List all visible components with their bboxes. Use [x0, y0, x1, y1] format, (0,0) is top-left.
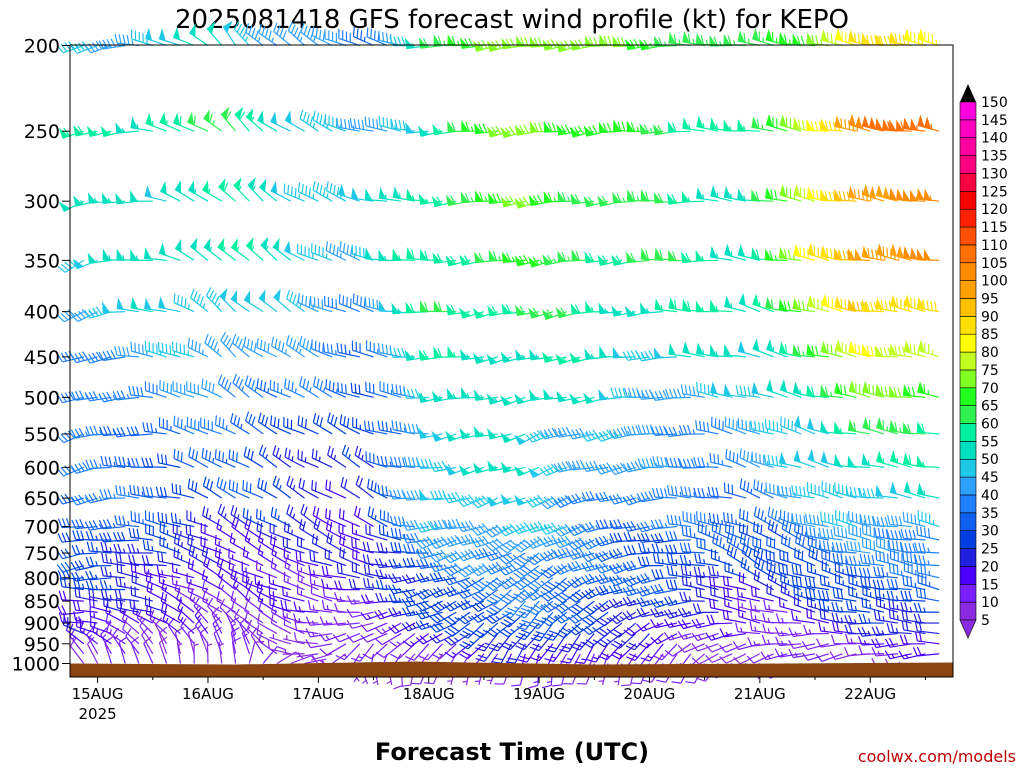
y-tick-label: 500 [24, 387, 60, 409]
y-tick-label: 200 [24, 36, 60, 58]
colorbar-label: 145 [981, 113, 1008, 129]
y-tick-label: 900 [24, 613, 60, 635]
colorbar-top-arrow [960, 84, 976, 102]
colorbar-label: 15 [981, 577, 999, 593]
colorbar-segment [960, 602, 976, 620]
colorbar-label: 70 [981, 381, 999, 397]
colorbar-segment [960, 191, 976, 209]
colorbar-segment [960, 173, 976, 191]
colorbar-label: 10 [981, 595, 999, 611]
y-tick-label: 950 [24, 634, 60, 656]
colorbar-label: 30 [981, 524, 999, 540]
y-tick-label: 750 [24, 543, 60, 565]
colorbar-label: 120 [981, 202, 1008, 218]
colorbar-label: 50 [981, 452, 999, 468]
x-tick-label: 18AUG [403, 685, 455, 703]
colorbar-label: 80 [981, 345, 999, 361]
colorbar-segment [960, 531, 976, 549]
colorbar-label: 115 [981, 220, 1008, 236]
colorbar-label: 100 [981, 274, 1008, 290]
colorbar-label: 110 [981, 238, 1008, 254]
x-tick-label: 21AUG [734, 685, 786, 703]
chart-title: 2025081418 GFS forecast wind profile (kt… [175, 5, 849, 35]
colorbar-segment [960, 352, 976, 370]
colorbar-label: 140 [981, 131, 1008, 147]
colorbar-segment [960, 334, 976, 352]
colorbar-segment [960, 370, 976, 388]
colorbar-label: 90 [981, 309, 999, 325]
colorbar-label: 150 [981, 95, 1008, 111]
y-tick-label: 850 [24, 591, 60, 613]
y-tick-label: 300 [24, 191, 60, 213]
colorbar-label: 40 [981, 488, 999, 504]
x-tick-label: 16AUG [182, 685, 234, 703]
y-tick-label: 800 [24, 568, 60, 590]
y-tick-label: 350 [24, 250, 60, 272]
colorbar-label: 135 [981, 149, 1008, 165]
colorbar-segment [960, 298, 976, 316]
colorbar-segment [960, 459, 976, 477]
colorbar-segment [960, 566, 976, 584]
colorbar-label: 60 [981, 417, 999, 433]
x-tick-label: 20AUG [623, 685, 675, 703]
y-tick-label: 1000 [12, 654, 60, 676]
colorbar-segment [960, 513, 976, 531]
colorbar-segment [960, 263, 976, 281]
wind-barb [530, 37, 553, 47]
colorbar-segment [960, 477, 976, 495]
colorbar-label: 20 [981, 559, 999, 575]
colorbar-segment [960, 316, 976, 334]
y-tick-label: 650 [24, 488, 60, 510]
wind-barb [918, 30, 939, 45]
colorbar-label: 35 [981, 506, 999, 522]
x-tick-label: 17AUG [292, 685, 344, 703]
colorbar-segment [960, 245, 976, 263]
y-tick-label: 250 [24, 121, 60, 143]
colorbar-label: 95 [981, 291, 999, 307]
colorbar-segment [960, 549, 976, 567]
y-tick-label: 600 [24, 457, 60, 479]
colorbar-label: 45 [981, 470, 999, 486]
colorbar-segment [960, 227, 976, 245]
y-tick-label: 550 [24, 424, 60, 446]
colorbar-label: 85 [981, 327, 999, 343]
y-tick-label: 700 [24, 517, 60, 539]
colorbar-label: 125 [981, 184, 1008, 200]
colorbar-segment [960, 441, 976, 459]
credit-text: coolwx.com/models [858, 747, 1016, 766]
colorbar-segment [960, 388, 976, 406]
y-tick-label: 450 [24, 347, 60, 369]
colorbar-label: 105 [981, 256, 1008, 272]
colorbar-segment [960, 584, 976, 602]
colorbar-label: 75 [981, 363, 999, 379]
colorbar-segment [960, 424, 976, 442]
colorbar-segment [960, 406, 976, 424]
colorbar-segment [960, 281, 976, 299]
colorbar-bottom-arrow [960, 620, 976, 638]
colorbar-segment [960, 102, 976, 120]
colorbar-segment [960, 209, 976, 227]
colorbar-label: 65 [981, 399, 999, 415]
y-tick-label: 400 [24, 302, 60, 324]
colorbar-segment [960, 156, 976, 174]
x-tick-label: 19AUG [513, 685, 565, 703]
x-tick-sublabel: 2025 [79, 705, 117, 723]
x-tick-label: 22AUG [844, 685, 896, 703]
colorbar-segment [960, 495, 976, 513]
colorbar-label: 55 [981, 434, 999, 450]
colorbar-label: 5 [981, 613, 990, 629]
colorbar-label: 130 [981, 166, 1008, 182]
colorbar-segment [960, 138, 976, 156]
wind-barb [448, 36, 470, 45]
colorbar-segment [960, 120, 976, 138]
x-axis-title: Forecast Time (UTC) [375, 738, 649, 766]
x-tick-label: 15AUG [72, 685, 124, 703]
colorbar-label: 25 [981, 542, 999, 558]
